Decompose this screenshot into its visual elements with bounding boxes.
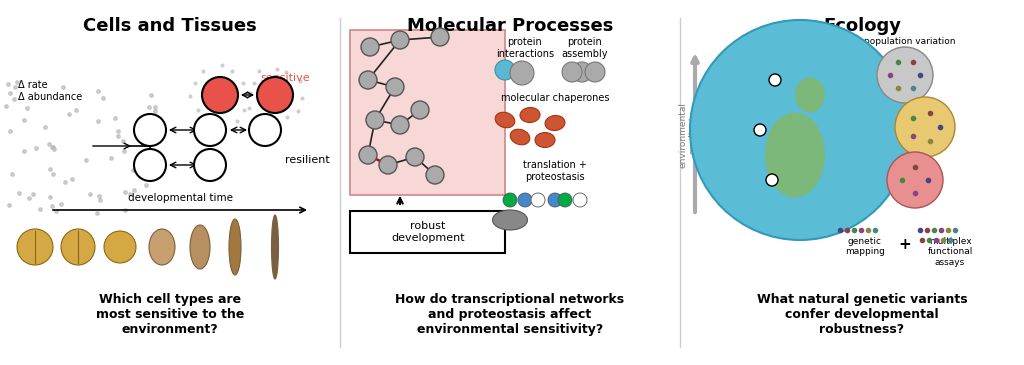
Ellipse shape	[493, 210, 527, 230]
Ellipse shape	[795, 77, 825, 112]
Text: environmental
gradient: environmental gradient	[678, 102, 697, 168]
Text: protein
interactions: protein interactions	[496, 37, 554, 59]
Circle shape	[572, 62, 592, 82]
Circle shape	[558, 193, 572, 207]
Circle shape	[359, 146, 377, 164]
Circle shape	[887, 152, 943, 208]
Text: genetic
mapping: genetic mapping	[845, 237, 885, 256]
Circle shape	[531, 193, 545, 207]
Circle shape	[194, 149, 226, 181]
Text: translation +
proteostasis: translation + proteostasis	[523, 160, 587, 182]
Circle shape	[391, 116, 409, 134]
Text: robust
development: robust development	[391, 221, 465, 243]
FancyBboxPatch shape	[350, 211, 505, 253]
Circle shape	[573, 193, 587, 207]
Ellipse shape	[150, 229, 175, 265]
Text: How do transcriptional networks
and proteostasis affect
environmental sensitivit: How do transcriptional networks and prot…	[395, 293, 625, 336]
Text: multiplex
functional
assays: multiplex functional assays	[928, 237, 973, 267]
Text: Δ rate
Δ abundance: Δ rate Δ abundance	[18, 80, 82, 101]
Ellipse shape	[104, 231, 136, 263]
Ellipse shape	[535, 132, 555, 147]
Text: protein
assembly: protein assembly	[562, 37, 608, 59]
Circle shape	[406, 148, 424, 166]
Circle shape	[766, 174, 778, 186]
Circle shape	[769, 74, 781, 86]
Circle shape	[585, 62, 605, 82]
Text: What natural genetic variants
confer developmental
robustness?: What natural genetic variants confer dev…	[757, 293, 968, 336]
Circle shape	[202, 77, 238, 113]
Circle shape	[134, 114, 166, 146]
Ellipse shape	[496, 112, 515, 128]
Text: Molecular Processes: Molecular Processes	[407, 17, 613, 35]
Text: +: +	[899, 237, 911, 252]
Text: Ecology: Ecology	[823, 17, 901, 35]
Circle shape	[495, 60, 515, 80]
Circle shape	[431, 28, 449, 46]
Circle shape	[877, 47, 933, 103]
Ellipse shape	[17, 229, 53, 265]
Text: Which cell types are
most sensitive to the
environment?: Which cell types are most sensitive to t…	[96, 293, 244, 336]
FancyBboxPatch shape	[350, 30, 505, 195]
Ellipse shape	[190, 225, 210, 269]
Circle shape	[510, 61, 534, 85]
Ellipse shape	[271, 215, 279, 279]
Circle shape	[426, 166, 444, 184]
Circle shape	[754, 124, 766, 136]
Circle shape	[359, 71, 377, 89]
Circle shape	[391, 31, 409, 49]
Text: developmental time: developmental time	[128, 193, 232, 203]
Circle shape	[194, 114, 226, 146]
Circle shape	[548, 193, 562, 207]
Circle shape	[379, 156, 397, 174]
Text: sensitive: sensitive	[260, 73, 310, 83]
Ellipse shape	[520, 107, 540, 123]
Circle shape	[690, 20, 910, 240]
Circle shape	[361, 38, 379, 56]
Circle shape	[562, 62, 582, 82]
Ellipse shape	[765, 112, 825, 197]
Ellipse shape	[61, 229, 95, 265]
Ellipse shape	[545, 115, 565, 131]
Circle shape	[895, 97, 955, 157]
Circle shape	[518, 193, 532, 207]
Text: resilient: resilient	[285, 155, 330, 165]
Circle shape	[366, 111, 384, 129]
Circle shape	[249, 114, 281, 146]
Circle shape	[411, 101, 429, 119]
Circle shape	[386, 78, 404, 96]
Text: Cells and Tissues: Cells and Tissues	[83, 17, 257, 35]
Text: molecular chaperones: molecular chaperones	[501, 93, 609, 103]
Circle shape	[134, 149, 166, 181]
Ellipse shape	[510, 129, 529, 145]
Text: population variation: population variation	[864, 37, 955, 46]
Ellipse shape	[229, 219, 241, 275]
Circle shape	[257, 77, 293, 113]
Circle shape	[503, 193, 517, 207]
